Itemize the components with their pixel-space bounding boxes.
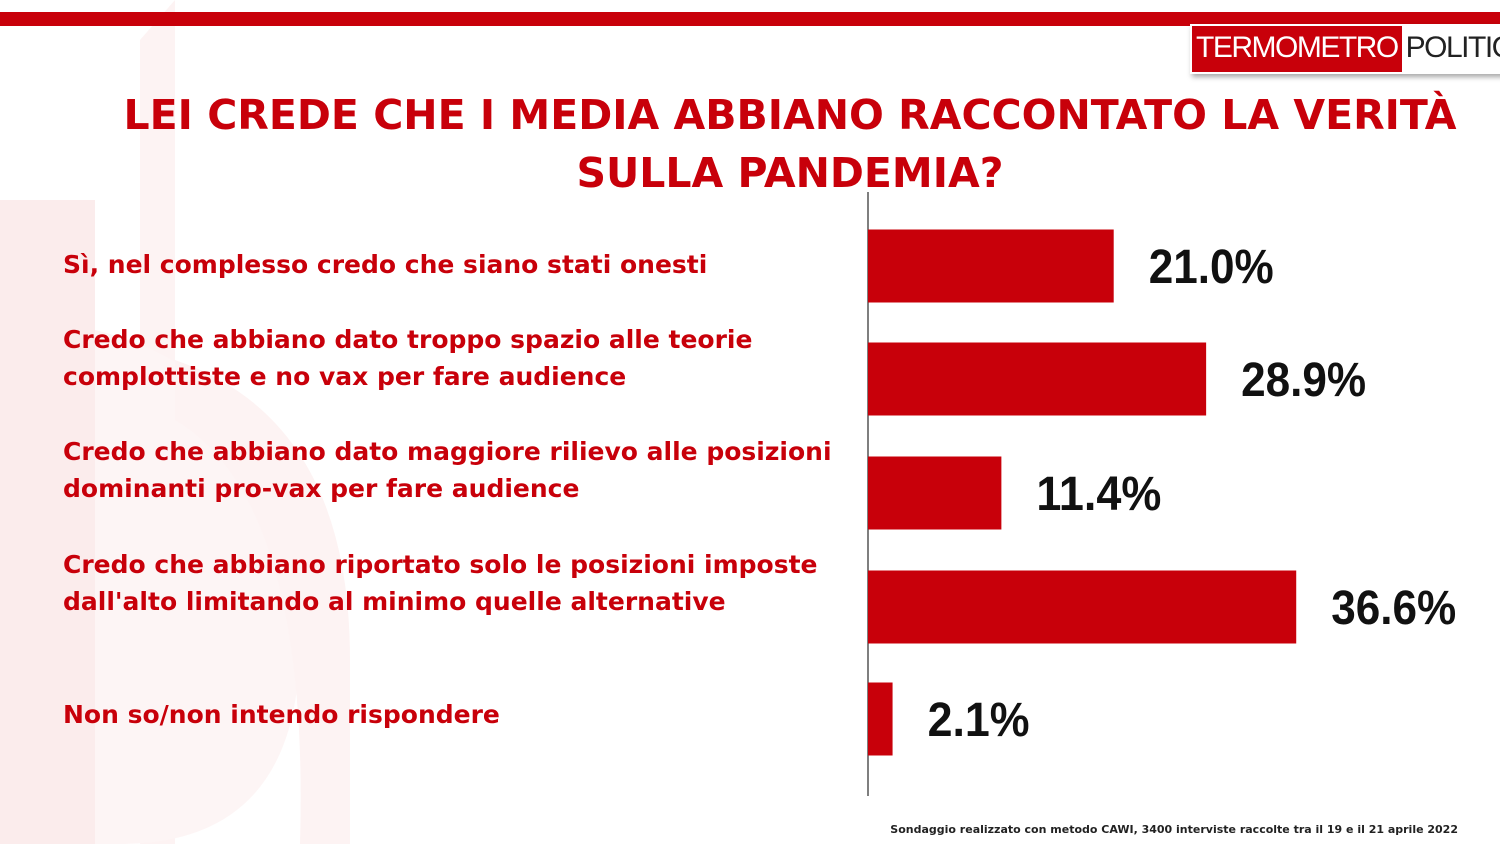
category-label-2: Credo che abbiano dato troppo spazio all… <box>63 325 753 391</box>
bar-1 <box>868 229 1114 303</box>
brand-logo: TERMOMETRO POLITICO <box>1190 24 1500 74</box>
category-label-5: Non so/non intendo rispondere <box>63 700 500 729</box>
bar-5 <box>868 682 893 756</box>
logo-text-politico: POLITICO <box>1401 26 1500 72</box>
logo-text-termometro: TERMOMETRO <box>1192 26 1402 72</box>
value-label-4: 36.6% <box>1331 582 1456 635</box>
footnote: Sondaggio realizzato con metodo CAWI, 34… <box>890 823 1458 836</box>
value-label-3: 11.4% <box>1036 468 1161 521</box>
top-red-bar <box>0 12 1500 26</box>
category-label-3: Credo che abbiano dato maggiore rilievo … <box>63 437 832 503</box>
category-label-1: Sì, nel complesso credo che siano stati … <box>63 250 708 279</box>
bar-2 <box>868 342 1207 416</box>
value-label-2: 28.9% <box>1241 354 1366 407</box>
chart-title: LEI CREDE CHE I MEDIA ABBIANO RACCONTATO… <box>123 91 1457 197</box>
background-watermark <box>0 0 350 844</box>
value-label-5: 2.1% <box>928 694 1030 747</box>
bar-3 <box>868 456 1002 530</box>
value-label-1: 21.0% <box>1149 241 1274 294</box>
bar-4 <box>868 570 1297 644</box>
category-label-4: Credo che abbiano riportato solo le posi… <box>63 550 818 616</box>
